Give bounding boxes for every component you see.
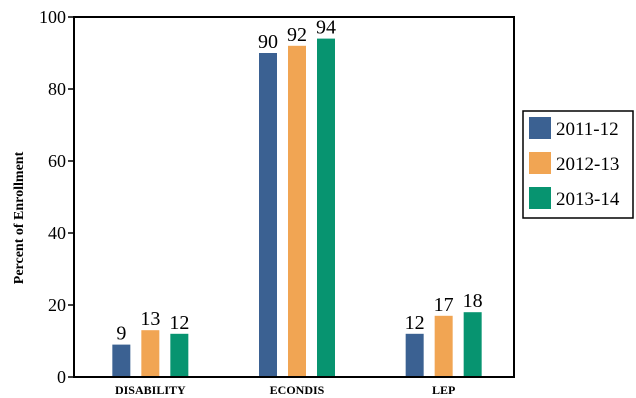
y-tick-label: 40 xyxy=(48,223,66,243)
bar xyxy=(112,344,131,377)
data-label: 9 xyxy=(116,323,126,345)
data-label: 17 xyxy=(434,294,454,316)
bar xyxy=(288,45,306,378)
data-label: 12 xyxy=(405,312,425,334)
legend-swatch xyxy=(529,152,551,174)
data-label: 94 xyxy=(316,17,336,39)
data-label: 18 xyxy=(463,290,483,312)
bar xyxy=(141,330,160,377)
y-tick-label: 100 xyxy=(39,7,66,27)
legend-swatch xyxy=(529,187,551,209)
data-label: 90 xyxy=(258,31,278,53)
legend-label: 2012-13 xyxy=(556,154,619,175)
plot-frame xyxy=(73,16,515,378)
bars xyxy=(112,38,482,378)
y-tick-label: 0 xyxy=(57,367,66,387)
y-tick-label: 60 xyxy=(48,151,66,171)
legend-label: 2011-12 xyxy=(556,119,619,140)
y-tick-labels: 0 20 40 60 80 100 xyxy=(39,7,74,387)
category-label: LEP xyxy=(432,383,455,397)
bar xyxy=(463,312,482,377)
bar xyxy=(405,333,424,377)
data-label: 92 xyxy=(287,24,307,46)
y-tick-label: 80 xyxy=(48,79,66,99)
data-label: 13 xyxy=(140,308,160,330)
legend-label: 2013-14 xyxy=(556,189,620,210)
category-label: DISABILITY xyxy=(115,383,186,397)
legend-swatch xyxy=(529,117,551,139)
bar xyxy=(259,53,277,377)
bar xyxy=(170,333,189,377)
category-labels: DISABILITY ECONDIS LEP xyxy=(115,383,455,397)
data-labels: 9 13 12 90 92 94 12 17 18 xyxy=(116,17,482,345)
data-label: 12 xyxy=(169,312,189,334)
legend: 2011-12 2012-13 2013-14 xyxy=(522,110,634,219)
bar xyxy=(434,315,453,377)
bar xyxy=(317,38,335,377)
y-tick-label: 20 xyxy=(48,295,66,315)
y-axis-label: Percent of Enrollment xyxy=(12,151,27,284)
category-label: ECONDIS xyxy=(270,383,325,397)
